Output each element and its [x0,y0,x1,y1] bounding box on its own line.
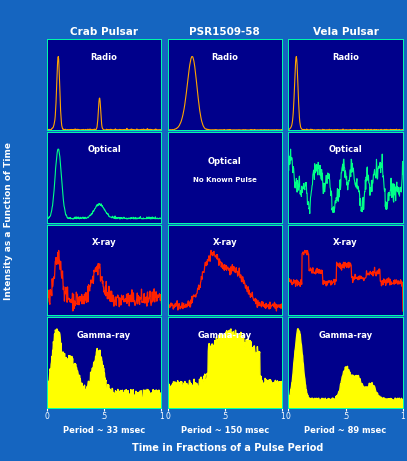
Text: X-ray: X-ray [92,238,116,247]
Text: Period ~ 89 msec: Period ~ 89 msec [304,426,387,435]
Text: Time in Fractions of a Pulse Period: Time in Fractions of a Pulse Period [132,443,324,453]
Text: Optical: Optical [87,146,121,154]
Text: Optical: Optical [329,146,363,154]
Text: Gamma-ray: Gamma-ray [198,331,252,340]
Text: Radio: Radio [91,53,118,62]
Text: Intensity as a Function of Time: Intensity as a Function of Time [4,142,13,300]
Text: Optical: Optical [208,157,242,166]
Text: PSR1509-58: PSR1509-58 [190,27,260,37]
Text: Period ~ 33 msec: Period ~ 33 msec [63,426,145,435]
Text: Crab Pulsar: Crab Pulsar [70,27,138,37]
Text: No Known Pulse: No Known Pulse [193,177,257,183]
Text: Period ~ 150 msec: Period ~ 150 msec [181,426,269,435]
Text: Gamma-ray: Gamma-ray [319,331,373,340]
Text: X-ray: X-ray [212,238,237,247]
Text: Radio: Radio [332,53,359,62]
Text: Radio: Radio [211,53,239,62]
Text: Gamma-ray: Gamma-ray [77,331,131,340]
Text: X-ray: X-ray [333,238,358,247]
Text: Vela Pulsar: Vela Pulsar [313,27,379,37]
